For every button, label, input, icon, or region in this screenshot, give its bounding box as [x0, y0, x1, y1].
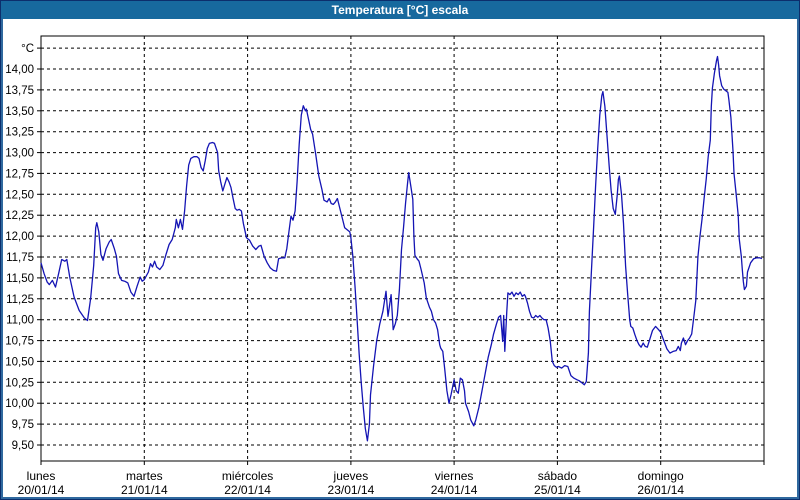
y-tick-label: 9,75: [12, 419, 34, 431]
y-tick-label: 9,50: [12, 440, 34, 452]
x-day-label: martes: [126, 469, 163, 483]
x-date-label: 21/01/14: [121, 483, 168, 497]
y-tick-label: 10,00: [5, 398, 34, 410]
x-date-label: 26/01/14: [637, 483, 684, 497]
y-tick-label: 11,00: [6, 315, 34, 327]
y-tick-label: 11,75: [6, 252, 34, 264]
y-tick-label: 11,25: [6, 294, 34, 306]
y-tick-label: 12,00: [5, 231, 34, 243]
x-date-label: 22/01/14: [224, 483, 271, 497]
x-day-label: lunes: [27, 469, 56, 483]
temperature-series-line: [40, 55, 763, 442]
chart-title: Temperatura [°C] escala: [331, 3, 469, 17]
x-day-label: jueves: [333, 469, 369, 483]
y-tick-label: 10,50: [5, 356, 34, 368]
y-tick-label: 10,25: [5, 377, 34, 389]
x-date-label: 23/01/14: [328, 483, 375, 497]
y-tick-label: 11,50: [6, 273, 34, 285]
y-tick-label: 10,75: [5, 336, 34, 348]
y-tick-label: 13,25: [5, 127, 34, 139]
x-date-label: 24/01/14: [431, 483, 478, 497]
x-day-label: domingo: [638, 469, 684, 483]
y-tick-label: 12,75: [5, 168, 34, 180]
x-day-label: sábado: [538, 469, 578, 483]
y-tick-label: 12,50: [5, 189, 34, 201]
plot-frame: [40, 35, 765, 462]
y-axis-unit-label: °C: [21, 43, 34, 55]
x-date-label: 25/01/14: [534, 483, 581, 497]
y-tick-label: 13,00: [5, 148, 34, 160]
x-day-label: miércoles: [222, 469, 273, 483]
y-tick-label: 14,00: [5, 64, 34, 76]
y-tick-label: 12,25: [5, 210, 34, 222]
title-bar: Temperatura [°C] escala: [1, 1, 799, 19]
x-day-label: viernes: [435, 469, 474, 483]
y-tick-label: 13,75: [5, 85, 34, 97]
x-date-label: 20/01/14: [18, 483, 65, 497]
y-tick-label: 13,50: [5, 106, 34, 118]
